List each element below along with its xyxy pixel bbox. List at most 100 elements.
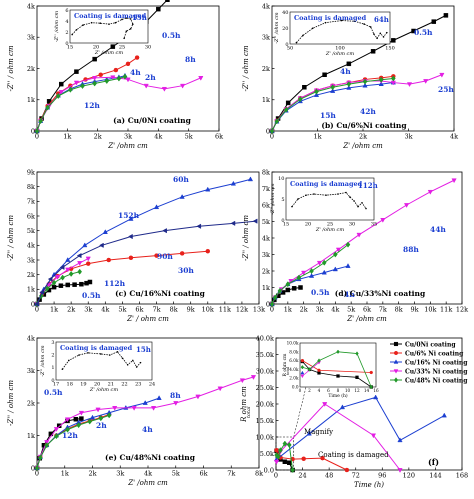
panel-b-data-point: [302, 85, 307, 90]
panel-f-data-point: [441, 412, 447, 418]
panel-e-data-point: [78, 410, 85, 416]
panel-d-x-tick-label: 8k: [395, 306, 403, 314]
panel-c-frame: [36, 171, 260, 305]
panel-e-data-point: [95, 407, 101, 413]
panel-f-inset-x-label: Time (h): [328, 392, 347, 399]
panel-e-inset-note: Coating is damaged: [60, 344, 133, 352]
panel-c-y-tick-label: 6k: [27, 212, 35, 220]
panel-d-inset-point: [337, 193, 339, 195]
panel-d-data-point: [403, 203, 410, 208]
panel-c-y-tick-label: 8k: [27, 183, 35, 191]
panel-e-inset-point: [126, 364, 129, 366]
panel-e-inset-y-tick-label: 3: [51, 340, 54, 346]
panel-b-x-tick-label: 0: [270, 133, 274, 141]
panel-b-inset-y-label: -Z'' /ohm cm: [274, 12, 280, 44]
panel-b-data-point: [313, 92, 320, 97]
panel-d-y-tick-label: 2k: [262, 267, 270, 275]
panel-d-curve-label: 44h: [430, 225, 446, 234]
panel-a-x-tick-label: 1k: [63, 133, 71, 141]
panel-e-curve-label: 2h: [96, 421, 107, 430]
panel-d-inset-point: [313, 193, 315, 195]
panel-f-x-tick-label: 48: [325, 472, 333, 480]
panel-e-data-point: [250, 375, 257, 380]
panel-f-y-tick-label: 20.0k: [256, 400, 274, 408]
panel-f-y-tick-label: 5.0k: [260, 450, 274, 458]
panel-f-y-tick-label: 35.0k: [256, 351, 274, 359]
panel-b-curve-label: 42h: [360, 107, 376, 116]
panel-c-data-point: [230, 180, 237, 186]
panel-a-curve-label: 8h: [185, 55, 196, 64]
panel-b-x-tick-label: 4k: [450, 133, 458, 141]
panel-e-inset-point: [78, 354, 80, 356]
panel-a-data-point: [73, 80, 80, 86]
panel-d-x-tick-label: 2k: [300, 306, 308, 314]
panel-d-data-point: [308, 273, 315, 278]
panel-b-inset-x-label: Z' /ohm cm: [325, 51, 354, 57]
panel-d-curve-label: 88h: [403, 245, 419, 254]
panel-b-inset-frame: [289, 11, 391, 45]
panel-f-legend-label: Cu/48% Ni coating: [405, 377, 468, 384]
panel-f-y-tick-label: 30.0k: [256, 367, 274, 375]
panel-c-x-tick-label: 8k: [170, 306, 178, 314]
panel-b-y-tick-label: 3k: [262, 34, 270, 42]
panel-d-inset-point: [365, 207, 367, 210]
panel-d-inset-frame: [285, 177, 375, 221]
panel-b-inset-point: [353, 20, 356, 23]
panel-d-data-point: [285, 281, 291, 288]
panel-e-inset-x-tick-label: 20: [94, 382, 100, 388]
panel-e-data-point: [89, 414, 96, 420]
panel-a-curve-label: 4h: [130, 68, 141, 77]
panel-d-inset-y-tick-label: 0: [281, 218, 284, 224]
panel-d-inset-point: [297, 198, 299, 200]
panel-c-data-point: [65, 267, 71, 273]
panel-e-curve-label: 4h: [142, 425, 153, 434]
panel-a-inset-point: [114, 21, 117, 24]
panel-f-inset-y-tick-label: 10.0k: [287, 341, 299, 346]
panel-f-data-point: [322, 402, 328, 407]
panel-a-inset-point: [129, 28, 132, 30]
panel-c-curve-label: 90h: [157, 252, 173, 261]
panel-e-inset-point: [132, 359, 134, 362]
panel-d-y-axis-label: -Z'' / ohm cm: [242, 215, 250, 261]
panel-f-data-point: [282, 440, 288, 447]
panel-f-inset-data-point: [317, 371, 321, 375]
panel-f-data-point: [397, 468, 403, 473]
panel-c-x-tick-label: 1k: [50, 306, 58, 314]
panel-d-data-point: [333, 251, 338, 258]
panel-b-curve-label: 15h: [320, 111, 336, 120]
panel-e-y-axis-label: -Z'' / ohm cm: [7, 380, 15, 426]
panel-c-data-point: [179, 194, 185, 199]
panel-f-inset-y-tick-label: 4.0k: [289, 367, 299, 372]
panel-c-x-tick-label: 9k: [187, 306, 195, 314]
panel-e-x-axis-label: Z' /ohm cm: [127, 479, 168, 487]
panel-d-x-tick-label: 9k: [410, 306, 418, 314]
panel-e-data-point: [64, 417, 71, 423]
panel-a-inset-point: [121, 18, 123, 21]
panel-b-series-line: [271, 78, 394, 132]
panel-f-data-point: [373, 394, 379, 400]
panel-d-x-tick-label: 10k: [424, 306, 436, 314]
panel-e-inset-point: [61, 368, 64, 370]
panel-c-data-point: [128, 255, 134, 261]
panel-d-y-tick-label: 1k: [262, 284, 270, 292]
panel-a-panel-label: (a) Cu/0Ni coating: [113, 116, 191, 125]
panel-c-curve-label: 112h: [104, 279, 126, 288]
panel-b-x-axis-label: Z' /ohm cm: [342, 142, 383, 150]
panel-b-panel-label: (b) Cu/6%Ni coating: [321, 121, 407, 130]
panel-a-inset-note: Coating is damaged: [74, 12, 147, 20]
panel-c-x-tick-label: 13k: [253, 306, 265, 314]
panel-d-inset-point: [349, 196, 351, 198]
panel-e-inset-y-label: -Z'' /ohm cm: [40, 345, 46, 377]
panel-f-data-point: [306, 430, 312, 436]
panel-f: 0 24 48 72 96 120 144 1680.05.0k10.0k15.0k20.0k…: [240, 334, 468, 489]
panel-e-data-point: [87, 418, 93, 425]
panel-c-data-point: [46, 283, 52, 288]
panel-f-legend-marker: [393, 377, 399, 383]
panel-c-data-point: [65, 257, 71, 262]
panel-f-x-tick-label: 72: [352, 472, 360, 480]
panel-a-x-tick-label: 5k: [185, 133, 193, 141]
panel-e-inset-point: [100, 353, 102, 355]
panel-f-x-tick-label: 168: [456, 472, 468, 480]
panel-e-data-point: [44, 442, 50, 449]
panel-d-data-point: [269, 300, 275, 308]
